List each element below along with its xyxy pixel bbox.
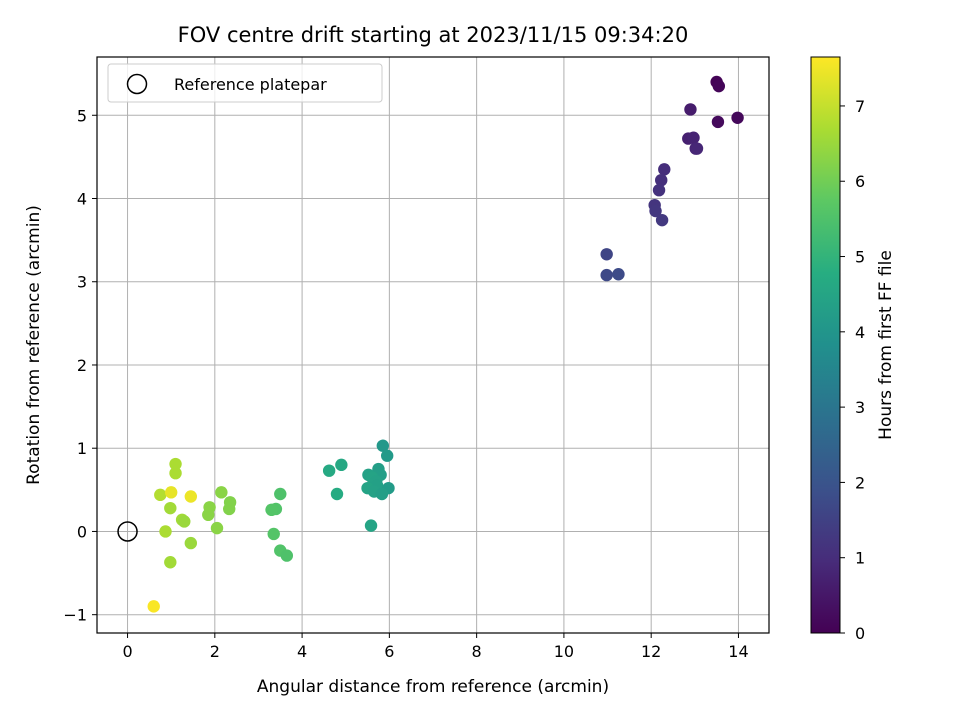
colorbar-tick-label: 3 <box>855 398 865 417</box>
x-tick-label: 0 <box>122 642 132 661</box>
colorbar-tick-label: 5 <box>855 248 865 267</box>
colorbar-tick-label: 1 <box>855 549 865 568</box>
grid-lines <box>97 57 769 633</box>
data-point <box>164 556 177 569</box>
data-point <box>600 248 613 261</box>
data-point <box>169 457 182 471</box>
data-point <box>652 183 666 197</box>
x-tick-label: 10 <box>554 642 574 661</box>
x-tick-label: 2 <box>210 642 220 661</box>
colorbar-tick-label: 0 <box>855 624 865 643</box>
x-tick-label: 14 <box>728 642 748 661</box>
data-point <box>178 515 191 528</box>
data-point <box>690 142 704 155</box>
plot-frame <box>96 56 770 634</box>
data-point <box>184 490 198 503</box>
data-point <box>612 268 625 281</box>
x-tick-label: 6 <box>384 642 394 661</box>
y-tick-label: 5 <box>77 106 87 125</box>
colorbar-gradient <box>810 56 841 634</box>
data-point <box>215 486 228 499</box>
colorbar: 0 1 2 3 4 5 6 7 Hours from first FF file <box>810 56 896 643</box>
data-point <box>147 600 160 613</box>
x-tick-label: 8 <box>472 642 482 661</box>
y-tick-label: 2 <box>77 356 87 375</box>
y-tick-label: 1 <box>77 439 87 458</box>
data-point <box>335 458 348 472</box>
data-point <box>265 503 278 517</box>
data-point <box>364 519 378 532</box>
data-point <box>649 204 662 218</box>
y-tick-label: 0 <box>77 522 87 541</box>
data-point <box>684 103 697 116</box>
legend-label: Reference platepar <box>174 75 327 94</box>
data-points <box>117 75 744 613</box>
data-point <box>164 501 177 515</box>
y-axis-label: Rotation from reference (arcmin) <box>24 205 44 485</box>
colorbar-label: Hours from first FF file <box>876 250 896 440</box>
chart-title: FOV centre drift starting at 2023/11/15 … <box>178 23 689 47</box>
legend-box <box>107 63 383 103</box>
legend-marker-open-circle <box>126 73 148 95</box>
data-point <box>658 163 671 176</box>
y-axis-ticks: −1 0 1 2 3 4 5 <box>63 106 97 625</box>
x-tick-label: 12 <box>641 642 661 661</box>
data-point <box>210 521 224 535</box>
y-tick-label: −1 <box>63 606 87 625</box>
data-point <box>267 527 280 541</box>
colorbar-ticks: 0 1 2 3 4 5 6 7 <box>840 97 865 643</box>
data-point <box>159 525 172 538</box>
y-tick-label: 4 <box>77 190 87 209</box>
data-point <box>164 486 178 499</box>
data-point <box>184 536 198 550</box>
data-point <box>655 173 668 187</box>
colorbar-tick-label: 2 <box>855 473 865 492</box>
x-tick-label: 4 <box>297 642 307 661</box>
data-point <box>274 487 287 501</box>
data-point <box>202 508 215 522</box>
data-point <box>380 449 394 462</box>
data-point <box>687 131 700 144</box>
data-point <box>376 439 390 452</box>
colorbar-tick-label: 4 <box>855 323 865 342</box>
legend: Reference platepar <box>107 63 383 103</box>
data-point <box>600 268 613 282</box>
colorbar-tick-label: 7 <box>855 97 865 116</box>
data-point <box>154 488 167 502</box>
data-point <box>375 487 389 501</box>
colorbar-tick-label: 6 <box>855 172 865 191</box>
reference-platepar-marker <box>117 521 138 542</box>
data-point <box>223 502 236 516</box>
data-point <box>712 79 726 93</box>
data-point <box>711 115 725 129</box>
x-axis-label: Angular distance from reference (arcmin) <box>257 677 609 697</box>
data-point <box>731 111 744 124</box>
data-point <box>280 549 294 562</box>
data-point <box>330 487 344 501</box>
data-point <box>322 464 336 477</box>
data-point <box>655 213 669 227</box>
x-axis-ticks: 0 2 4 6 8 10 12 14 <box>122 633 749 661</box>
data-point <box>169 466 182 480</box>
y-tick-label: 3 <box>77 273 87 292</box>
